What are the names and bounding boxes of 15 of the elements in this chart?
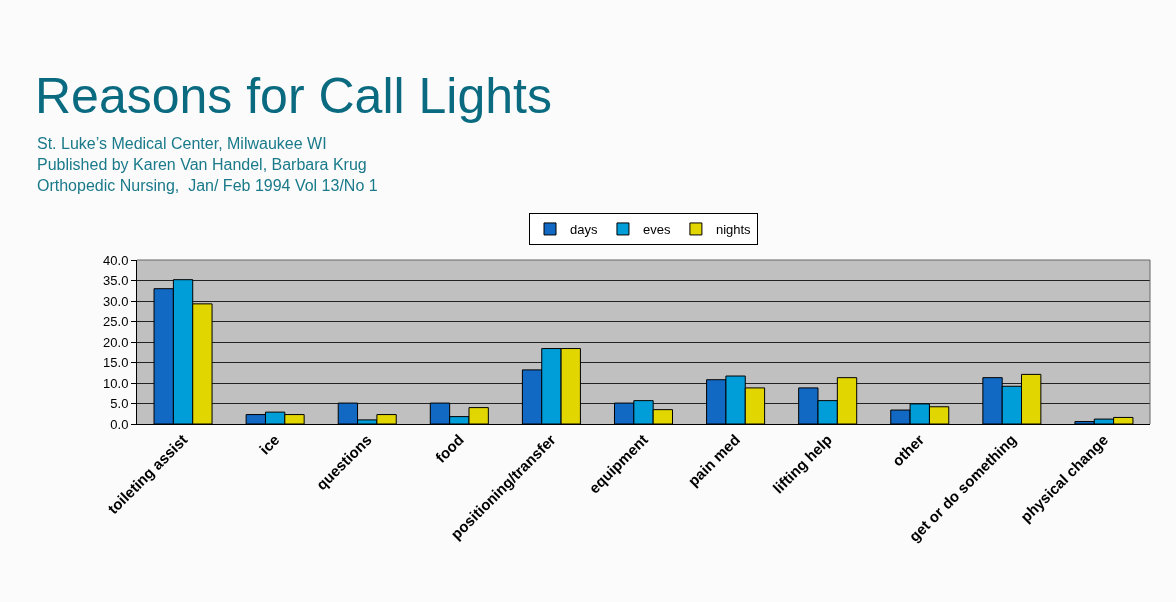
- y-tick-label: 25.0: [103, 314, 129, 330]
- y-tick-label: 10.0: [103, 375, 129, 391]
- y-tick-label: 20.0: [103, 334, 129, 350]
- legend-label: eves: [642, 222, 671, 238]
- legend-label: nights: [715, 222, 752, 238]
- chart-subtitle: St. Luke’s Medical Center, Milwaukee WI Published by Karen Van Handel, Barbara Krug Orthopedic Nursing, Jan/ Feb 1994 Vol 13/No 1: [37, 135, 378, 194]
- y-tick-label: 40.0: [103, 252, 129, 268]
- y-tick-label: 5.0: [110, 396, 129, 412]
- y-tick-label: 15.0: [103, 355, 129, 371]
- chart-title: Reasons for Call Lights: [35, 68, 552, 124]
- y-tick-label: 30.0: [103, 293, 129, 309]
- y-tick-label: 0.0: [110, 416, 129, 432]
- y-tick-label: 35.0: [103, 273, 129, 289]
- legend-label: days: [570, 222, 598, 238]
- x-tick-label: ice: [255, 430, 283, 458]
